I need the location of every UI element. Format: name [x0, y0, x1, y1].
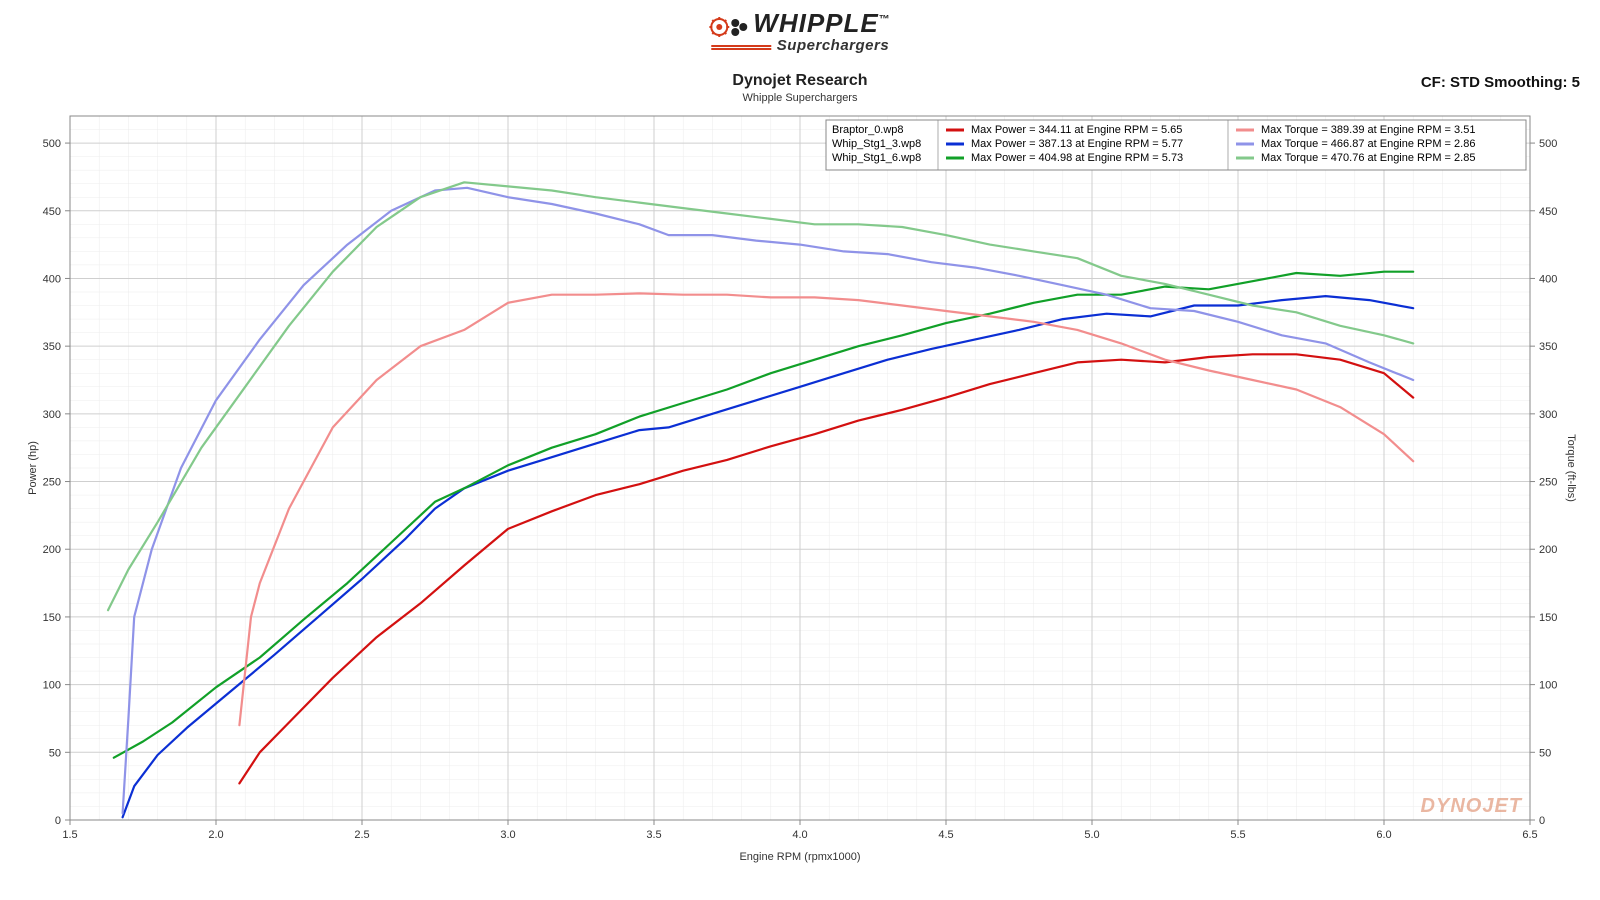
svg-text:2.5: 2.5 — [354, 829, 369, 841]
svg-text:5.5: 5.5 — [1230, 829, 1245, 841]
svg-text:200: 200 — [1539, 544, 1557, 556]
svg-text:100: 100 — [43, 680, 61, 692]
svg-text:500: 500 — [43, 138, 61, 150]
svg-text:400: 400 — [43, 273, 61, 285]
svg-text:50: 50 — [1539, 747, 1551, 759]
svg-text:300: 300 — [43, 409, 61, 421]
legend-torque-text: Max Torque = 389.39 at Engine RPM = 3.51 — [1261, 124, 1475, 136]
svg-text:250: 250 — [43, 477, 61, 489]
dyno-chart: 0 0 50 50 100 100 150 150 200 200 250 250 300 300 350 3… — [20, 108, 1580, 870]
chart-title: Dynojet Research — [732, 72, 867, 90]
brand-subtitle: Superchargers — [709, 37, 890, 54]
legend-file: Braptor_0.wp8 — [832, 124, 904, 136]
svg-text:200: 200 — [43, 544, 61, 556]
gear-icon — [709, 14, 749, 36]
svg-text:350: 350 — [43, 341, 61, 353]
svg-text:100: 100 — [1539, 680, 1557, 692]
legend-file: Whip_Stg1_6.wp8 — [832, 152, 921, 164]
svg-text:Torque (ft-lbs): Torque (ft-lbs) — [1565, 434, 1577, 502]
svg-text:5.0: 5.0 — [1084, 829, 1099, 841]
svg-text:1.5: 1.5 — [62, 829, 77, 841]
chart-subtitle: Whipple Superchargers — [732, 92, 867, 104]
svg-text:Power (hp): Power (hp) — [27, 441, 39, 495]
brand-logo: WHIPPLE™ Superchargers — [709, 8, 890, 54]
svg-text:50: 50 — [49, 747, 61, 759]
svg-text:3.5: 3.5 — [646, 829, 661, 841]
legend-file: Whip_Stg1_3.wp8 — [832, 138, 921, 150]
svg-text:150: 150 — [43, 612, 61, 624]
legend-power-text: Max Power = 344.11 at Engine RPM = 5.65 — [971, 124, 1182, 136]
svg-text:300: 300 — [1539, 409, 1557, 421]
legend-torque-text: Max Torque = 466.87 at Engine RPM = 2.86 — [1261, 138, 1475, 150]
svg-text:4.5: 4.5 — [938, 829, 953, 841]
svg-text:450: 450 — [43, 206, 61, 218]
chart-title-block: Dynojet Research Whipple Superchargers — [732, 72, 867, 104]
svg-text:0: 0 — [1539, 815, 1545, 827]
svg-text:400: 400 — [1539, 273, 1557, 285]
svg-text:4.0: 4.0 — [792, 829, 807, 841]
svg-text:6.5: 6.5 — [1522, 829, 1537, 841]
svg-text:2.0: 2.0 — [208, 829, 223, 841]
svg-text:3.0: 3.0 — [500, 829, 515, 841]
legend-torque-text: Max Torque = 470.76 at Engine RPM = 2.85 — [1261, 152, 1475, 164]
cf-smoothing-label: CF: STD Smoothing: 5 — [1421, 74, 1580, 91]
brand-name: WHIPPLE™ — [709, 8, 890, 39]
legend-power-text: Max Power = 404.98 at Engine RPM = 5.73 — [971, 152, 1183, 164]
svg-text:350: 350 — [1539, 341, 1557, 353]
svg-text:150: 150 — [1539, 612, 1557, 624]
legend-power-text: Max Power = 387.13 at Engine RPM = 5.77 — [971, 138, 1183, 150]
svg-text:250: 250 — [1539, 477, 1557, 489]
svg-text:DYNOJET: DYNOJET — [1421, 795, 1523, 817]
svg-text:0: 0 — [55, 815, 61, 827]
svg-text:450: 450 — [1539, 206, 1557, 218]
svg-text:Engine RPM (rpmx1000): Engine RPM (rpmx1000) — [739, 851, 860, 863]
page-root: WHIPPLE™ Superchargers Dynojet Research … — [0, 0, 1600, 900]
svg-text:6.0: 6.0 — [1376, 829, 1391, 841]
svg-text:500: 500 — [1539, 138, 1557, 150]
chart-area: 0 0 50 50 100 100 150 150 200 200 250 250 300 300 350 3… — [20, 108, 1580, 870]
